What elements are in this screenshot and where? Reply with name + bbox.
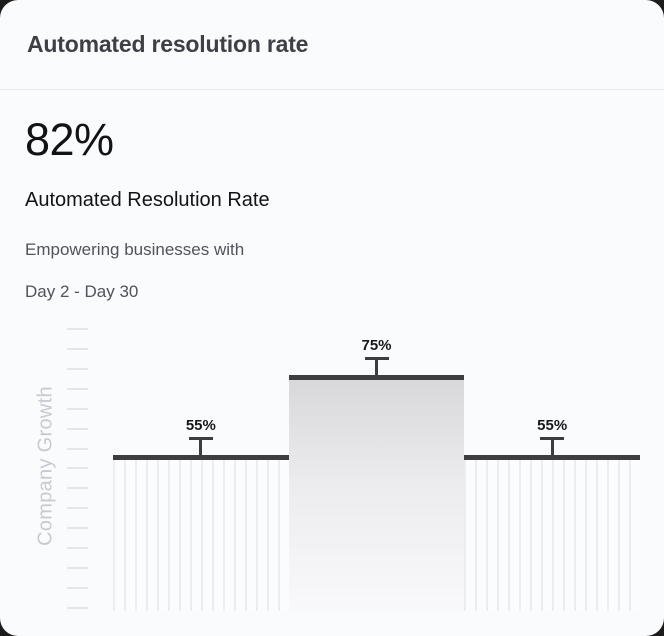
- y-axis-tick: [67, 328, 88, 330]
- marker-stem: [375, 359, 378, 375]
- y-axis-tick: [67, 427, 88, 430]
- error-marker: 55%: [185, 417, 216, 456]
- y-axis-tick: [67, 547, 88, 550]
- marker-stem: [199, 440, 203, 456]
- card-body: 82% Automated Resolution Rate Empowering…: [0, 117, 664, 302]
- bar-column: 55%: [113, 320, 289, 611]
- y-axis-tick: [67, 387, 88, 390]
- bar-chart: Company Growth 55% 75% 55%: [0, 320, 664, 611]
- date-range: Day 2 - Day 30: [25, 282, 139, 301]
- y-axis-tick: [67, 567, 88, 570]
- y-axis-tick: [67, 487, 88, 490]
- bar: [113, 455, 289, 611]
- y-axis-tick: [67, 447, 88, 450]
- y-axis-label: Company Growth: [34, 385, 57, 546]
- marker-cap: [364, 356, 389, 360]
- y-axis-tick: [67, 586, 88, 589]
- stat-value: 82%: [25, 114, 114, 165]
- bar-value-label: 55%: [185, 417, 216, 435]
- bar: [288, 374, 465, 611]
- card-title: Automated resolution rate: [27, 31, 309, 57]
- error-marker: 75%: [361, 336, 392, 375]
- y-axis-tick: [67, 407, 88, 410]
- bar: [464, 455, 641, 611]
- marker-cap: [540, 437, 565, 441]
- y-axis-tick: [67, 367, 88, 370]
- stat-label: Automated Resolution Rate: [25, 189, 270, 211]
- marker-stem: [550, 440, 554, 456]
- marker-cap: [188, 437, 213, 441]
- card-header: Automated resolution rate: [0, 0, 664, 90]
- y-axis-tick: [67, 606, 88, 609]
- bar-column: 55%: [464, 320, 641, 611]
- bar-column: 75%: [288, 320, 465, 611]
- bar-value-label: 75%: [361, 336, 392, 354]
- y-axis-tick: [67, 347, 88, 350]
- y-axis-tick: [67, 527, 88, 530]
- y-axis-ticks: [67, 320, 88, 611]
- bar-value-label: 55%: [537, 417, 568, 435]
- chart-bars: 55% 75% 55%: [113, 320, 641, 611]
- y-axis-tick: [67, 507, 88, 510]
- y-axis-tick: [67, 467, 88, 470]
- y-axis-label-column: Company Growth: [25, 320, 67, 611]
- error-marker: 55%: [537, 417, 568, 456]
- stat-description: Empowering businesses with: [25, 240, 245, 259]
